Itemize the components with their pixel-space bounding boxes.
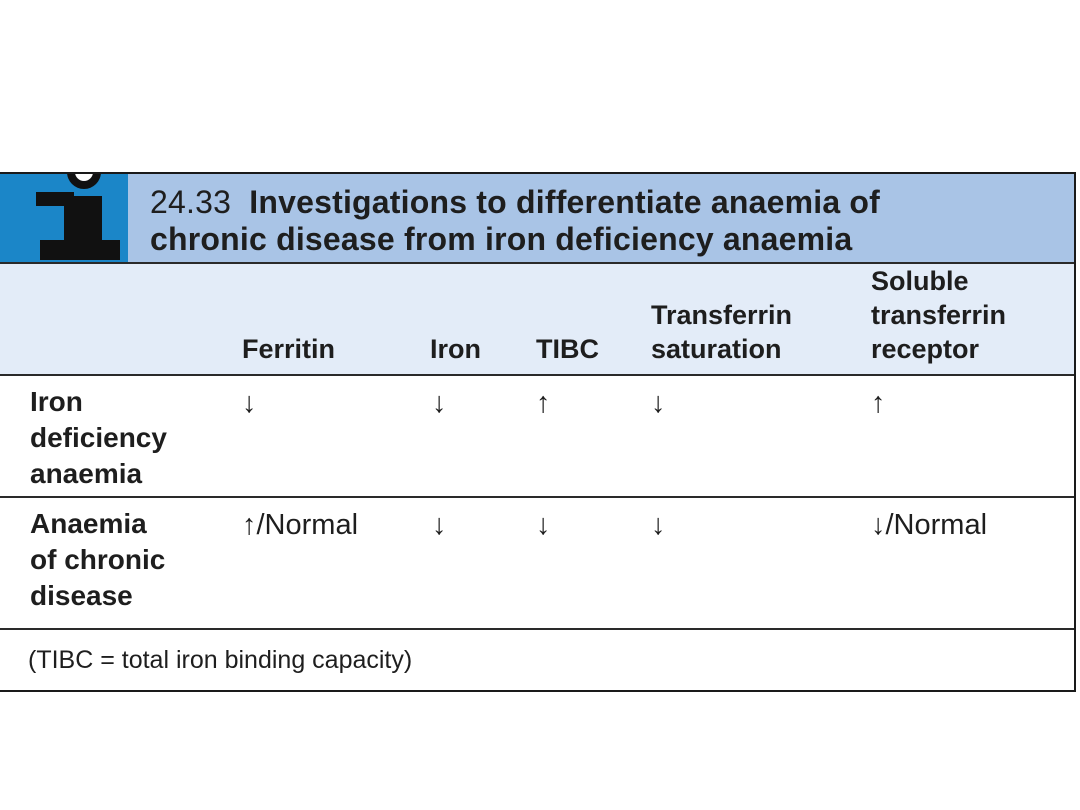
column-header-ferritin: Ferritin	[242, 332, 335, 366]
table-number: 24.33	[150, 184, 232, 220]
cell-iron: ↓	[432, 387, 447, 419]
cell-ferritin: ↓	[242, 387, 257, 419]
row-label-text: Iron	[30, 386, 83, 417]
column-header-text: Transferrin	[651, 300, 793, 330]
row-label-text: of chronic	[30, 544, 166, 575]
column-header-text: TIBC	[536, 334, 599, 364]
info-box	[0, 174, 128, 262]
column-header-text: Soluble	[871, 266, 969, 296]
title-line-1: 24.33 Investigations to differentiate an…	[150, 184, 880, 221]
cell-tibc: ↑	[536, 387, 551, 419]
table-footnote: (TIBC = total iron binding capacity)	[28, 646, 413, 674]
table-box: 24.33 Investigations to differentiate an…	[0, 172, 1076, 692]
column-header-tibc: TIBC	[536, 332, 599, 366]
table-row-iron-deficiency: Iron deficiency anaemia ↓ ↓ ↑ ↓ ↑	[0, 376, 1074, 498]
cell-tibc: ↓	[536, 509, 551, 541]
title-line-2: chronic disease from iron deficiency ana…	[150, 221, 853, 257]
cell-transferrin-saturation: ↓	[651, 509, 666, 541]
column-header-soluble-transferrin-receptor: Soluble transferrin receptor	[871, 264, 1006, 366]
column-header-iron: Iron	[430, 332, 481, 366]
column-header-text: receptor	[871, 334, 980, 364]
cell-transferrin-saturation: ↓	[651, 387, 666, 419]
row-label-text: deficiency	[30, 422, 167, 453]
row-label-text: Anaemia	[30, 508, 147, 539]
column-header-text: Iron	[430, 334, 481, 364]
table-title-band: 24.33 Investigations to differentiate an…	[0, 174, 1074, 264]
info-icon	[36, 174, 120, 260]
row-label: Iron deficiency anaemia	[30, 384, 167, 492]
cell-soluble-transferrin-receptor: ↑	[871, 387, 886, 419]
column-header-text: saturation	[651, 334, 782, 364]
row-label-text: anaemia	[30, 458, 143, 489]
cell-ferritin: ↑/Normal	[242, 509, 359, 541]
row-label: Anaemia of chronic disease	[30, 506, 165, 614]
row-label-text: disease	[30, 580, 133, 611]
column-header-transferrin-saturation: Transferrin saturation	[651, 298, 792, 366]
column-header-text: Ferritin	[242, 334, 336, 364]
column-header-row: Ferritin Iron TIBC Transferrin saturatio…	[0, 264, 1074, 376]
table-row-chronic-disease: Anaemia of chronic disease ↑/Normal ↓ ↓ …	[0, 498, 1074, 630]
title-text-1: Investigations to differentiate anaemia …	[249, 184, 881, 220]
table-title: 24.33 Investigations to differentiate an…	[150, 184, 880, 258]
cell-iron: ↓	[432, 509, 447, 541]
cell-soluble-transferrin-receptor: ↓/Normal	[871, 509, 988, 541]
column-header-text: transferrin	[871, 300, 1007, 330]
